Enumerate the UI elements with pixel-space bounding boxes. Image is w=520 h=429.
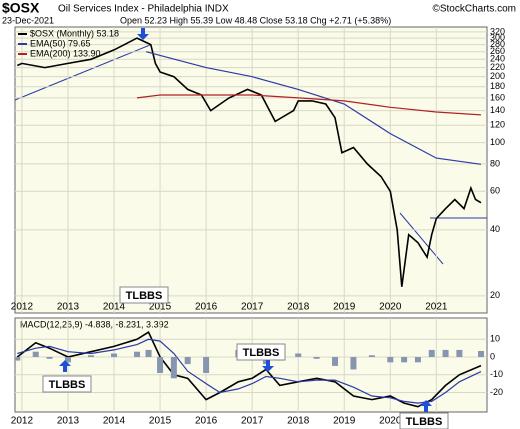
y-tick-label: 160: [490, 92, 505, 102]
series-line: [146, 51, 482, 165]
histogram-bar: [145, 349, 152, 358]
y-tick-label: 180: [490, 81, 505, 91]
y-tick-label: 60: [490, 186, 500, 196]
histogram-bar: [295, 353, 302, 358]
histogram-bar: [428, 349, 435, 358]
annotation-arrow: [420, 400, 432, 412]
histogram-bar: [46, 357, 53, 359]
y-tick-label: 80: [490, 158, 500, 168]
legend-entry: EMA(50) 79.65: [30, 38, 91, 48]
x-tick-label: 2017: [241, 416, 264, 427]
histogram-bar: [387, 357, 394, 363]
annotation-arrow: [59, 360, 71, 372]
x-tick-label: 2015: [149, 302, 172, 313]
annotation: TLBBS: [406, 416, 443, 428]
series-line: [16, 331, 482, 408]
histogram-bar: [134, 351, 141, 358]
y-tick-label: 0: [490, 351, 495, 361]
legend-entry: EMA(200) 133.90: [30, 48, 101, 58]
symbol: $OSX: [2, 0, 40, 16]
x-tick-label: 2013: [57, 302, 80, 313]
price-panel: [14, 26, 488, 314]
x-tick-label: 2018: [287, 302, 310, 313]
annotation-box: [236, 343, 286, 361]
histogram-bar: [442, 349, 449, 358]
y-tick-label: 10: [490, 334, 500, 344]
trendline: [399, 212, 444, 265]
histogram-bar: [184, 357, 191, 365]
annotation: TLBBS: [49, 379, 86, 391]
x-tick-label: 2016: [195, 302, 218, 313]
x-tick-label: 2015: [149, 416, 172, 427]
histogram-bar: [456, 349, 463, 358]
histogram-bar: [170, 357, 177, 379]
x-tick-label: 2012: [11, 302, 34, 313]
x-tick-label: 2016: [195, 416, 218, 427]
histogram-bar: [32, 351, 39, 358]
y-tick-label: -10: [490, 369, 503, 379]
y-tick-label: 140: [490, 105, 505, 115]
trendline: [14, 44, 151, 101]
annotation-arrow: [137, 28, 149, 40]
x-tick-label: 2021: [425, 302, 448, 313]
histogram-bar: [414, 357, 421, 363]
histogram-bar: [111, 353, 118, 358]
y-tick-label: 120: [490, 120, 505, 130]
series-line: [136, 94, 482, 116]
annotation-box: [119, 286, 169, 304]
x-tick-label: 2019: [333, 302, 356, 313]
x-tick-label: 2014: [103, 416, 126, 427]
x-tick-label: 2012: [11, 416, 34, 427]
annotation-box: [399, 412, 449, 429]
x-tick-label: 2014: [103, 302, 126, 313]
quote: Open 52.23 High 55.39 Low 48.48 Close 53…: [120, 15, 391, 25]
date: 23-Dec-2021: [2, 15, 54, 25]
histogram-bar: [203, 357, 210, 373]
series-line: [17, 338, 482, 404]
y-tick-label: 240: [490, 54, 505, 64]
x-tick-label: 2020: [379, 302, 402, 313]
y-tick-label: 300: [490, 32, 505, 42]
histogram-bar: [64, 357, 71, 363]
y-tick-label: 100: [490, 137, 505, 147]
y-tick-label: 40: [490, 224, 500, 234]
histogram-bar: [401, 357, 408, 363]
annotation: TLBBS: [126, 290, 163, 302]
histogram-bar: [368, 355, 375, 358]
series-line: [16, 37, 482, 287]
x-tick-label: 2017: [241, 302, 264, 313]
y-tick-label: 260: [490, 46, 505, 56]
x-tick-label: 2020: [379, 416, 402, 427]
x-tick-label: 2018: [287, 416, 310, 427]
annotation-arrow: [262, 360, 274, 372]
y-tick-label: -20: [490, 387, 503, 397]
histogram-bar: [332, 357, 339, 366]
x-tick-label: 2019: [333, 416, 356, 427]
macd-panel: [14, 317, 488, 413]
y-tick-label: 280: [490, 39, 505, 49]
histogram-bar: [157, 357, 164, 373]
annotation-box: [42, 375, 92, 393]
y-tick-label: 20: [490, 290, 500, 300]
y-tick-label: 320: [490, 26, 505, 36]
histogram-bar: [350, 357, 357, 370]
histogram-bar: [313, 357, 320, 359]
x-tick-label: 2013: [57, 416, 80, 427]
histogram-bar: [87, 355, 94, 358]
y-tick-label: 200: [490, 71, 505, 81]
credit: ©StockCharts.com: [432, 4, 516, 15]
subtitle: Oil Services Index - Philadelphia INDX: [58, 4, 229, 15]
macd-label: MACD(12,26,9) -4.838, -8.231, 3.392: [20, 319, 169, 329]
histogram-bar: [14, 357, 21, 361]
annotation: TLBBS: [243, 347, 280, 359]
y-tick-label: 220: [490, 62, 505, 72]
histogram-bar: [262, 357, 269, 365]
legend-entry: $OSX (Monthly) 53.18: [30, 28, 119, 38]
histogram-bar: [478, 351, 485, 358]
